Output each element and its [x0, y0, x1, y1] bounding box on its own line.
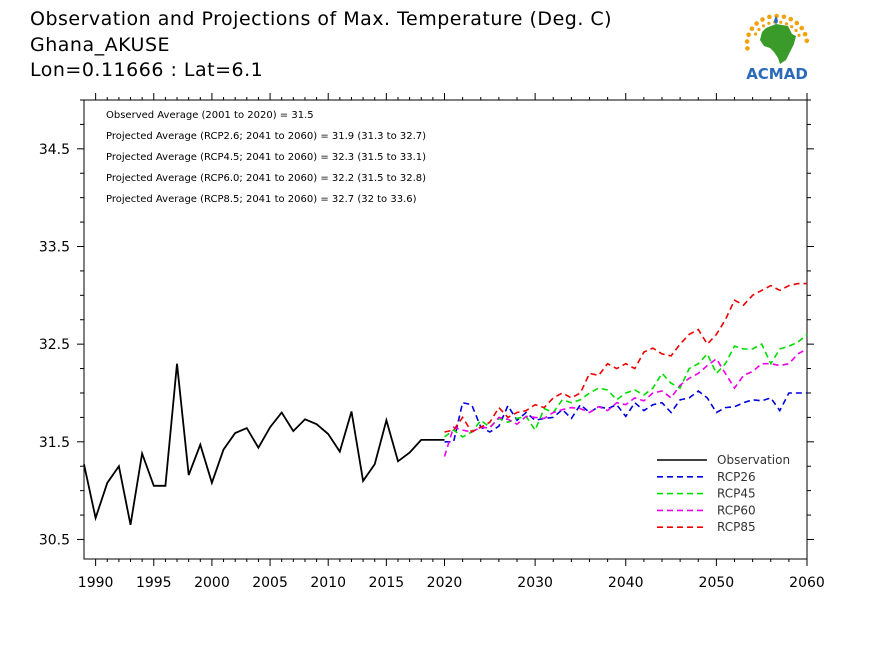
- x-tick-label: 1990: [78, 575, 114, 591]
- legend-label-rcp60: RCP60: [717, 503, 756, 517]
- x-tick-label: 2060: [789, 575, 825, 591]
- series-lines: [83, 282, 808, 525]
- annotation-line: Observed Average (2001 to 2020) = 31.5: [106, 110, 314, 121]
- legend: Observation RCP26 RCP45 RCP60 RCP85: [657, 453, 790, 534]
- x-tick-label: 2000: [194, 575, 230, 591]
- series-line-observation: [83, 363, 445, 525]
- y-tick-label: 30.5: [39, 532, 70, 548]
- plot-border: [83, 99, 808, 560]
- y-tick-label: 33.5: [39, 239, 70, 255]
- acmad-logo: ACMAD: [736, 8, 818, 84]
- annotation-line: Projected Average (RCP4.5; 2041 to 2060)…: [106, 152, 426, 163]
- station-name: Ghana_AKUSE: [30, 34, 171, 56]
- series-line-rcp45: [444, 333, 808, 438]
- x-tick-label: 2005: [252, 575, 288, 591]
- africa-map-sun-icon: ACMAD: [744, 13, 810, 83]
- x-tick-label: 2015: [369, 575, 405, 591]
- x-tick-label: 2010: [310, 575, 346, 591]
- legend-label-rcp26: RCP26: [717, 470, 756, 484]
- axis-ticks: [77, 93, 814, 566]
- x-tick-label: 2030: [517, 575, 553, 591]
- y-tick-label: 31.5: [39, 435, 70, 451]
- series-line-rcp85: [444, 282, 807, 434]
- annotation-line: Projected Average (RCP2.6; 2041 to 2060)…: [106, 131, 426, 142]
- y-tick-label: 34.5: [39, 142, 70, 158]
- x-tick-label: 2040: [608, 575, 644, 591]
- x-tick-label: 1995: [136, 575, 172, 591]
- annotations: Observed Average (2001 to 2020) = 31.5 Pr…: [106, 110, 426, 205]
- annotation-line: Projected Average (RCP6.0; 2041 to 2060)…: [106, 173, 426, 184]
- legend-label-observation: Observation: [717, 453, 790, 467]
- plot-frame: [83, 99, 808, 560]
- annotation-line: Projected Average (RCP8.5; 2041 to 2060)…: [106, 194, 417, 205]
- legend-label-rcp85: RCP85: [717, 520, 756, 534]
- tick-labels: 30.5 31.5 32.5 33.5 34.5 1990 1995 2000 2005 2010…: [39, 142, 825, 591]
- chart-title: Observation and Projections of Max. Temp…: [30, 8, 613, 30]
- series-line-rcp26: [444, 389, 807, 443]
- logo-text: ACMAD: [746, 65, 808, 83]
- x-tick-label: 2050: [699, 575, 735, 591]
- series-line-rcp60: [443, 348, 808, 457]
- x-tick-label: 2020: [427, 575, 463, 591]
- legend-label-rcp45: RCP45: [717, 487, 756, 501]
- station-coordinates: Lon=0.11666 : Lat=6.1: [30, 59, 264, 81]
- y-tick-label: 32.5: [39, 337, 70, 353]
